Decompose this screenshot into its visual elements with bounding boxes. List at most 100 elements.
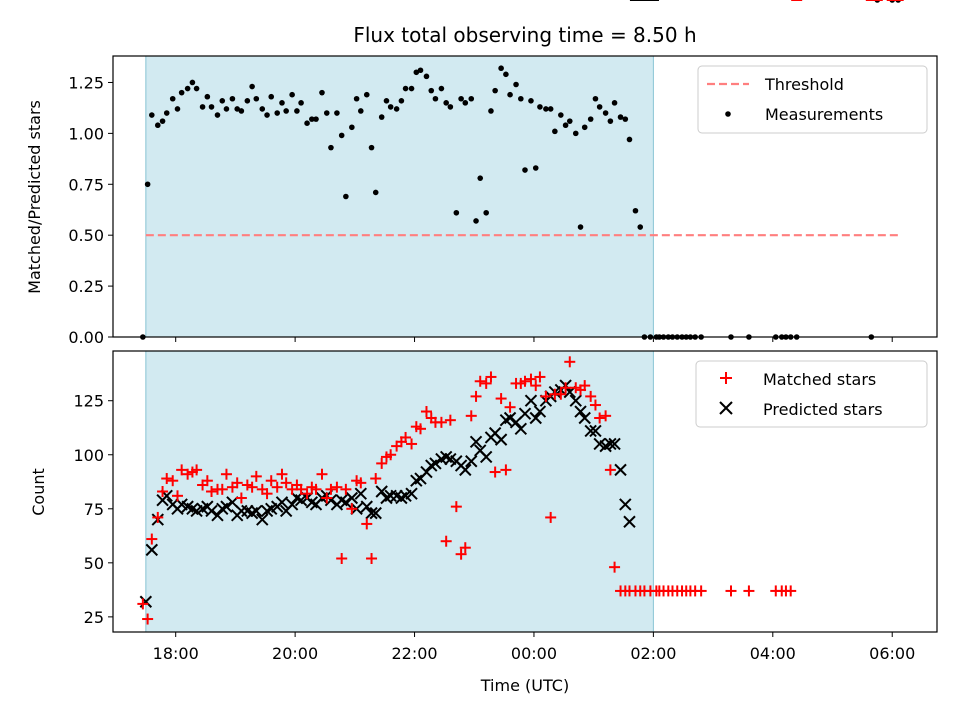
measurement-point [244, 97, 251, 104]
top-y-tick-label: 0.00 [68, 328, 104, 347]
measurement-point [289, 91, 295, 98]
predicted-star-point [604, 437, 617, 451]
predicted-star-point [405, 487, 418, 500]
matched-star-point [519, 375, 531, 387]
matched-star-point [152, 511, 164, 523]
matched-star-point [331, 481, 343, 493]
predicted-star-point [619, 498, 632, 511]
predicted-star-point [623, 515, 636, 528]
measurement-point [408, 85, 415, 92]
matched-star-point [376, 457, 388, 469]
measurement-point [174, 106, 181, 112]
matched-star-point [261, 488, 273, 500]
bottom-x-tick-label: 22:00 [391, 644, 437, 663]
matched-star-point [325, 483, 337, 495]
matched-star-point [600, 410, 612, 422]
matched-star-point [280, 477, 292, 489]
measurement-point [208, 104, 215, 110]
matched-star-point [366, 553, 378, 565]
measurement-point [566, 118, 573, 124]
matched-star-point [241, 479, 253, 491]
measurement-point [417, 67, 424, 74]
matched-star-point [295, 483, 307, 495]
legend-predicted-swatch [719, 401, 733, 415]
matched-star-point [485, 371, 497, 383]
measurement-point [328, 144, 334, 151]
measurement-point [632, 207, 639, 214]
legend-matched-label: Matched stars [763, 370, 876, 389]
matched-star-point [589, 399, 601, 411]
matched-star-point [545, 511, 557, 523]
measurement-point [423, 73, 430, 80]
measurement-point [503, 71, 509, 78]
predicted-star-point [503, 411, 517, 425]
matched-star-point [489, 466, 501, 478]
measurement-point [468, 95, 475, 102]
measurement-point [518, 95, 524, 102]
top-y-tick-label: 0.75 [68, 175, 104, 194]
measurement-point [193, 85, 200, 92]
predicted-star-point [574, 405, 587, 418]
measurement-point [492, 87, 498, 94]
matched-star-point [167, 475, 179, 487]
measurement-point [402, 85, 409, 92]
bottom-y-ticks: 25 50 75 100 125 [73, 392, 113, 627]
bottom-y-tick-label: 25 [84, 608, 104, 627]
measurement-point [552, 128, 558, 135]
predicted-star-point [578, 411, 591, 425]
measurement-point [368, 144, 375, 151]
measurement-point [268, 93, 275, 100]
matched-star-point [137, 598, 149, 610]
top-y-tick-label: 1.00 [68, 124, 104, 143]
matched-star-point [725, 585, 737, 597]
matched-star-point [271, 481, 283, 493]
measurement-point [587, 116, 594, 122]
matched-star-point [191, 464, 203, 476]
predicted-star-point [514, 422, 528, 436]
predicted-star-point [569, 394, 582, 407]
predicted-stars-points [139, 0, 659, 608]
predicted-star-point [365, 506, 378, 520]
matched-star-point [301, 488, 313, 500]
top-y-tick-label: 0.25 [68, 277, 104, 296]
matched-star-point [540, 390, 552, 402]
predicted-star-point [250, 504, 263, 518]
predicted-star-point [614, 463, 627, 477]
matched-star-point [530, 380, 542, 392]
predicted-star-point [360, 500, 373, 513]
predicted-star-point [589, 424, 602, 438]
predicted-star-point [369, 506, 382, 520]
measurement-point [577, 224, 584, 230]
measurement-point [363, 91, 370, 98]
predicted-star-point [608, 437, 621, 451]
measurement-point [353, 95, 360, 102]
measurement-point [398, 97, 405, 104]
matched-star-point [361, 518, 373, 530]
measurement-point [204, 93, 211, 100]
matched-star-point [246, 481, 258, 493]
measurement-point [428, 87, 435, 94]
predicted-star-point [275, 496, 289, 509]
measurement-point [387, 104, 394, 110]
predicted-star-point [220, 500, 233, 513]
measurement-point [323, 110, 330, 116]
matched-star-point [785, 585, 797, 597]
matched-star-point [171, 490, 183, 502]
bottom-panel: 25 50 75 100 125 18:00 20:00 22:00 00:00 02:00 04… [29, 0, 938, 695]
matched-star-point [206, 486, 218, 497]
matched-star-point [142, 613, 154, 625]
measurement-point [473, 218, 479, 224]
measurement-point [154, 122, 161, 129]
measurement-point [378, 114, 385, 120]
predicted-star-point [354, 487, 368, 500]
measurement-point [572, 130, 579, 137]
matched-star-point [310, 483, 322, 495]
matched-star-point [594, 412, 606, 424]
measurement-point [458, 95, 464, 102]
measurement-point [259, 106, 266, 112]
bottom-y-tick-label: 100 [73, 446, 104, 465]
top-y-tick-label: 1.25 [68, 73, 104, 92]
predicted-star-point [429, 457, 442, 470]
matched-star-point [146, 533, 158, 545]
